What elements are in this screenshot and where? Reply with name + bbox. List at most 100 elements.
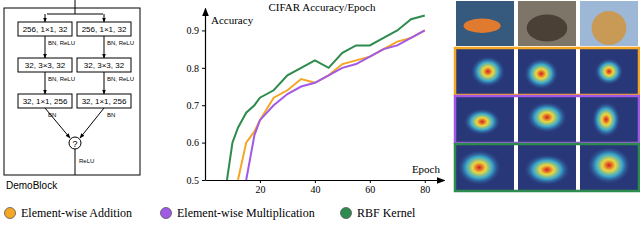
photo bbox=[580, 1, 638, 46]
heatmap-blob bbox=[524, 154, 570, 186]
activation-label: BN, ReLU bbox=[107, 76, 134, 82]
heatmap-blob bbox=[457, 150, 501, 186]
connector bbox=[47, 14, 103, 15]
tick-label: 0.8 bbox=[187, 63, 200, 74]
tick: 0.5 bbox=[187, 175, 206, 186]
y-axis-title: Accuracy bbox=[211, 14, 254, 26]
heatmap-blob bbox=[471, 56, 506, 88]
image-panel bbox=[455, 1, 639, 191]
tick-mark bbox=[202, 143, 205, 144]
legend-label: Element-wise Addition bbox=[21, 206, 132, 220]
photo-subject bbox=[527, 15, 568, 42]
output-activation-label: ReLU bbox=[79, 158, 94, 164]
activation-label: BN, ReLU bbox=[48, 76, 75, 82]
tick-mark bbox=[202, 30, 205, 31]
tick: 40 bbox=[310, 180, 320, 195]
layer-box bbox=[18, 58, 72, 72]
legend-swatch bbox=[161, 208, 172, 219]
layer-box bbox=[77, 94, 131, 108]
tick: 80 bbox=[420, 180, 430, 195]
connector bbox=[75, 149, 76, 175]
connector bbox=[104, 36, 105, 58]
merge-node bbox=[69, 137, 81, 149]
tick-label: 60 bbox=[365, 184, 375, 195]
legend-swatch bbox=[341, 208, 352, 219]
chart: 20 40 60 80 0.5 0.6 0.7 0.8 0.9 CIFAR Accuracy/Ep… bbox=[187, 1, 445, 195]
heatmap-blob bbox=[527, 102, 568, 134]
x-axis-title: Epoch bbox=[412, 163, 441, 175]
tick-mark bbox=[202, 68, 205, 69]
tick: 0.9 bbox=[187, 25, 206, 36]
heatmap-background bbox=[580, 97, 638, 142]
tick-mark bbox=[425, 180, 426, 183]
y-axis: 0.5 0.6 0.7 0.8 0.9 bbox=[187, 9, 206, 186]
tick-label: 0.9 bbox=[187, 25, 200, 36]
tick-mark bbox=[315, 180, 316, 183]
heatmap-background bbox=[580, 145, 638, 190]
chart-title: CIFAR Accuracy/Epoch bbox=[268, 1, 376, 13]
tick-mark bbox=[202, 180, 205, 181]
layer-label: 32, 3×3, 32 bbox=[25, 61, 66, 70]
series-line bbox=[238, 30, 425, 180]
tick-label: 20 bbox=[255, 184, 265, 195]
heatmap-blob bbox=[595, 58, 624, 85]
tick: 20 bbox=[255, 180, 265, 195]
heatmap-background bbox=[456, 97, 514, 142]
block-frame bbox=[4, 8, 140, 175]
layer-box bbox=[18, 94, 72, 108]
connector bbox=[104, 72, 105, 94]
legend-swatch bbox=[5, 208, 16, 219]
activation-label: BN bbox=[48, 112, 56, 118]
series-line bbox=[227, 15, 425, 180]
tick: 0.8 bbox=[187, 63, 206, 74]
tick: 60 bbox=[365, 180, 375, 195]
layer-label: 256, 1×1, 32 bbox=[23, 25, 68, 34]
tick-mark bbox=[370, 180, 371, 183]
connector bbox=[80, 108, 104, 138]
heatmap-row-frame bbox=[455, 48, 639, 95]
photo-subject bbox=[464, 19, 501, 33]
tick-mark bbox=[202, 105, 205, 106]
figure: 256, 1×1, 32 32, 3×3, 32 32, 1×1, 256 BN, R… bbox=[0, 0, 640, 225]
layer-box bbox=[77, 22, 131, 36]
tick-label: 0.7 bbox=[187, 100, 200, 111]
legend: Element-wise Addition Element-wise Multip… bbox=[5, 206, 416, 220]
x-axis: 20 40 60 80 bbox=[206, 180, 445, 195]
tick: 0.6 bbox=[187, 137, 206, 148]
layer-label: 32, 1×1, 256 bbox=[82, 97, 127, 106]
photo-subject bbox=[592, 11, 627, 45]
axis-line bbox=[205, 9, 206, 181]
heatmap-blob bbox=[587, 146, 631, 184]
heatmap-blob bbox=[592, 102, 621, 138]
activation-label: BN bbox=[107, 112, 115, 118]
tick-label: 40 bbox=[310, 184, 320, 195]
tick-label: 0.5 bbox=[187, 175, 200, 186]
connector bbox=[45, 14, 46, 22]
legend-label: Element-wise Multiplication bbox=[177, 206, 315, 220]
connector bbox=[75, 0, 76, 14]
tick-label: 80 bbox=[420, 184, 430, 195]
connector bbox=[104, 14, 105, 22]
photo bbox=[456, 1, 514, 46]
heatmap-blob bbox=[464, 108, 501, 135]
connector bbox=[45, 108, 70, 138]
tick: 0.7 bbox=[187, 100, 206, 111]
heatmap-background bbox=[518, 49, 576, 94]
heatmap-blob bbox=[524, 58, 559, 90]
heatmap-row-frame bbox=[455, 144, 639, 191]
heatmap-background bbox=[456, 145, 514, 190]
block-label: DemoBlock bbox=[6, 180, 58, 191]
series-line bbox=[246, 30, 425, 180]
connector bbox=[45, 72, 46, 94]
axis-line bbox=[206, 180, 445, 181]
activation-label: BN, ReLU bbox=[107, 40, 134, 46]
tick-mark bbox=[260, 180, 261, 183]
heatmap-background bbox=[518, 145, 576, 190]
layer-label: 256, 1×1, 32 bbox=[82, 25, 127, 34]
heatmap-background bbox=[456, 49, 514, 94]
layer-box bbox=[18, 22, 72, 36]
tick-label: 0.6 bbox=[187, 137, 200, 148]
merge-label: ? bbox=[72, 139, 77, 149]
heatmap-row-frame bbox=[455, 96, 639, 143]
photo bbox=[518, 1, 576, 46]
